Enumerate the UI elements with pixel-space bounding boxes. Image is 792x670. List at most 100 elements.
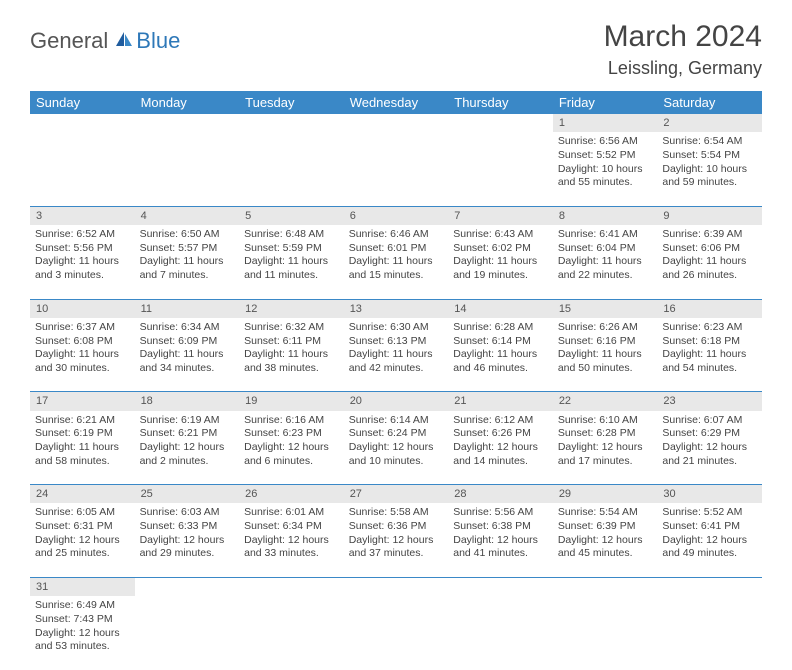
day-cell-line: and 26 minutes. <box>662 269 757 283</box>
day-cell-line: and 54 minutes. <box>662 362 757 376</box>
day-number: 6 <box>344 206 449 225</box>
day-cell-line: and 37 minutes. <box>349 547 444 561</box>
day-cell: Sunrise: 6:19 AMSunset: 6:21 PMDaylight:… <box>135 411 240 485</box>
day-cell-line: and 50 minutes. <box>558 362 653 376</box>
day-cell-line: Daylight: 12 hours <box>349 441 444 455</box>
day-cell-line: Daylight: 11 hours <box>35 348 130 362</box>
day-cell-line: Sunrise: 6:50 AM <box>140 228 235 242</box>
day-cell-line: and 22 minutes. <box>558 269 653 283</box>
day-number <box>135 114 240 132</box>
day-number: 24 <box>30 485 135 504</box>
day-cell-line: Sunset: 6:04 PM <box>558 242 653 256</box>
day-number: 25 <box>135 485 240 504</box>
day-cell-line: Sunrise: 6:46 AM <box>349 228 444 242</box>
day-cell: Sunrise: 6:50 AMSunset: 5:57 PMDaylight:… <box>135 225 240 299</box>
day-cell-line: Sunset: 6:01 PM <box>349 242 444 256</box>
day-number: 8 <box>553 206 658 225</box>
day-number: 18 <box>135 392 240 411</box>
day-cell-line: Sunset: 6:41 PM <box>662 520 757 534</box>
day-content-row: Sunrise: 6:52 AMSunset: 5:56 PMDaylight:… <box>30 225 762 299</box>
day-cell <box>239 596 344 670</box>
day-cell-line: Sunrise: 6:14 AM <box>349 414 444 428</box>
day-cell-line: Sunset: 6:28 PM <box>558 427 653 441</box>
day-cell-line: Daylight: 12 hours <box>453 534 548 548</box>
day-cell-line: Sunrise: 5:54 AM <box>558 506 653 520</box>
day-number: 9 <box>657 206 762 225</box>
day-number <box>448 577 553 596</box>
day-cell: Sunrise: 6:14 AMSunset: 6:24 PMDaylight:… <box>344 411 449 485</box>
day-content-row: Sunrise: 6:05 AMSunset: 6:31 PMDaylight:… <box>30 503 762 577</box>
day-cell-line: Daylight: 11 hours <box>244 348 339 362</box>
day-number: 1 <box>553 114 658 132</box>
day-number: 10 <box>30 299 135 318</box>
day-cell-line: Daylight: 11 hours <box>35 441 130 455</box>
day-cell-line: Sunrise: 5:56 AM <box>453 506 548 520</box>
day-cell-line: Daylight: 11 hours <box>453 255 548 269</box>
day-cell-line: and 58 minutes. <box>35 455 130 469</box>
day-cell-line: and 17 minutes. <box>558 455 653 469</box>
day-cell-line: Daylight: 12 hours <box>244 534 339 548</box>
day-number: 19 <box>239 392 344 411</box>
day-cell-line: and 19 minutes. <box>453 269 548 283</box>
weekday-header: Wednesday <box>344 91 449 114</box>
day-cell: Sunrise: 6:54 AMSunset: 5:54 PMDaylight:… <box>657 132 762 206</box>
day-cell-line: Daylight: 12 hours <box>140 441 235 455</box>
day-cell-line: Daylight: 12 hours <box>140 534 235 548</box>
day-cell-line: Sunrise: 6:01 AM <box>244 506 339 520</box>
day-cell: Sunrise: 6:56 AMSunset: 5:52 PMDaylight:… <box>553 132 658 206</box>
day-number <box>448 114 553 132</box>
day-cell-line: Sunrise: 6:52 AM <box>35 228 130 242</box>
month-title: March 2024 <box>604 20 762 54</box>
day-cell-line: Daylight: 11 hours <box>349 348 444 362</box>
day-cell: Sunrise: 5:58 AMSunset: 6:36 PMDaylight:… <box>344 503 449 577</box>
day-cell <box>344 596 449 670</box>
day-cell-line: Sunset: 6:29 PM <box>662 427 757 441</box>
day-cell-line: Daylight: 11 hours <box>662 255 757 269</box>
day-number <box>239 114 344 132</box>
day-cell-line: Sunrise: 6:39 AM <box>662 228 757 242</box>
logo: General Blue <box>30 20 180 54</box>
day-cell-line: Sunset: 6:26 PM <box>453 427 548 441</box>
day-number <box>344 577 449 596</box>
day-number-row: 31 <box>30 577 762 596</box>
day-cell-line: Sunrise: 6:26 AM <box>558 321 653 335</box>
weekday-header: Monday <box>135 91 240 114</box>
day-number: 11 <box>135 299 240 318</box>
day-cell-line: and 25 minutes. <box>35 547 130 561</box>
day-cell-line: Sunset: 6:39 PM <box>558 520 653 534</box>
day-cell-line: and 3 minutes. <box>35 269 130 283</box>
day-number: 29 <box>553 485 658 504</box>
day-number: 26 <box>239 485 344 504</box>
day-cell: Sunrise: 6:26 AMSunset: 6:16 PMDaylight:… <box>553 318 658 392</box>
day-number: 14 <box>448 299 553 318</box>
day-number-row: 3456789 <box>30 206 762 225</box>
day-cell: Sunrise: 5:54 AMSunset: 6:39 PMDaylight:… <box>553 503 658 577</box>
day-cell-line: Sunset: 6:33 PM <box>140 520 235 534</box>
day-cell-line: Sunset: 5:59 PM <box>244 242 339 256</box>
day-cell-line: Sunset: 6:18 PM <box>662 335 757 349</box>
day-number: 12 <box>239 299 344 318</box>
day-number <box>553 577 658 596</box>
day-cell-line: and 2 minutes. <box>140 455 235 469</box>
day-cell-line: Sunset: 6:19 PM <box>35 427 130 441</box>
day-cell-line: and 29 minutes. <box>140 547 235 561</box>
day-cell <box>553 596 658 670</box>
day-number: 4 <box>135 206 240 225</box>
day-number <box>30 114 135 132</box>
logo-sail-icon <box>114 30 134 53</box>
weekday-header: Friday <box>553 91 658 114</box>
day-number: 20 <box>344 392 449 411</box>
day-cell: Sunrise: 5:52 AMSunset: 6:41 PMDaylight:… <box>657 503 762 577</box>
title-block: March 2024 Leissling, Germany <box>604 20 762 79</box>
day-number <box>239 577 344 596</box>
day-cell-line: Sunset: 6:16 PM <box>558 335 653 349</box>
day-cell-line: Sunrise: 6:12 AM <box>453 414 548 428</box>
day-cell-line: and 42 minutes. <box>349 362 444 376</box>
day-cell: Sunrise: 6:30 AMSunset: 6:13 PMDaylight:… <box>344 318 449 392</box>
day-number: 21 <box>448 392 553 411</box>
day-cell: Sunrise: 6:43 AMSunset: 6:02 PMDaylight:… <box>448 225 553 299</box>
day-cell-line: and 7 minutes. <box>140 269 235 283</box>
day-cell: Sunrise: 6:07 AMSunset: 6:29 PMDaylight:… <box>657 411 762 485</box>
day-cell-line: and 11 minutes. <box>244 269 339 283</box>
day-cell-line: Daylight: 12 hours <box>453 441 548 455</box>
